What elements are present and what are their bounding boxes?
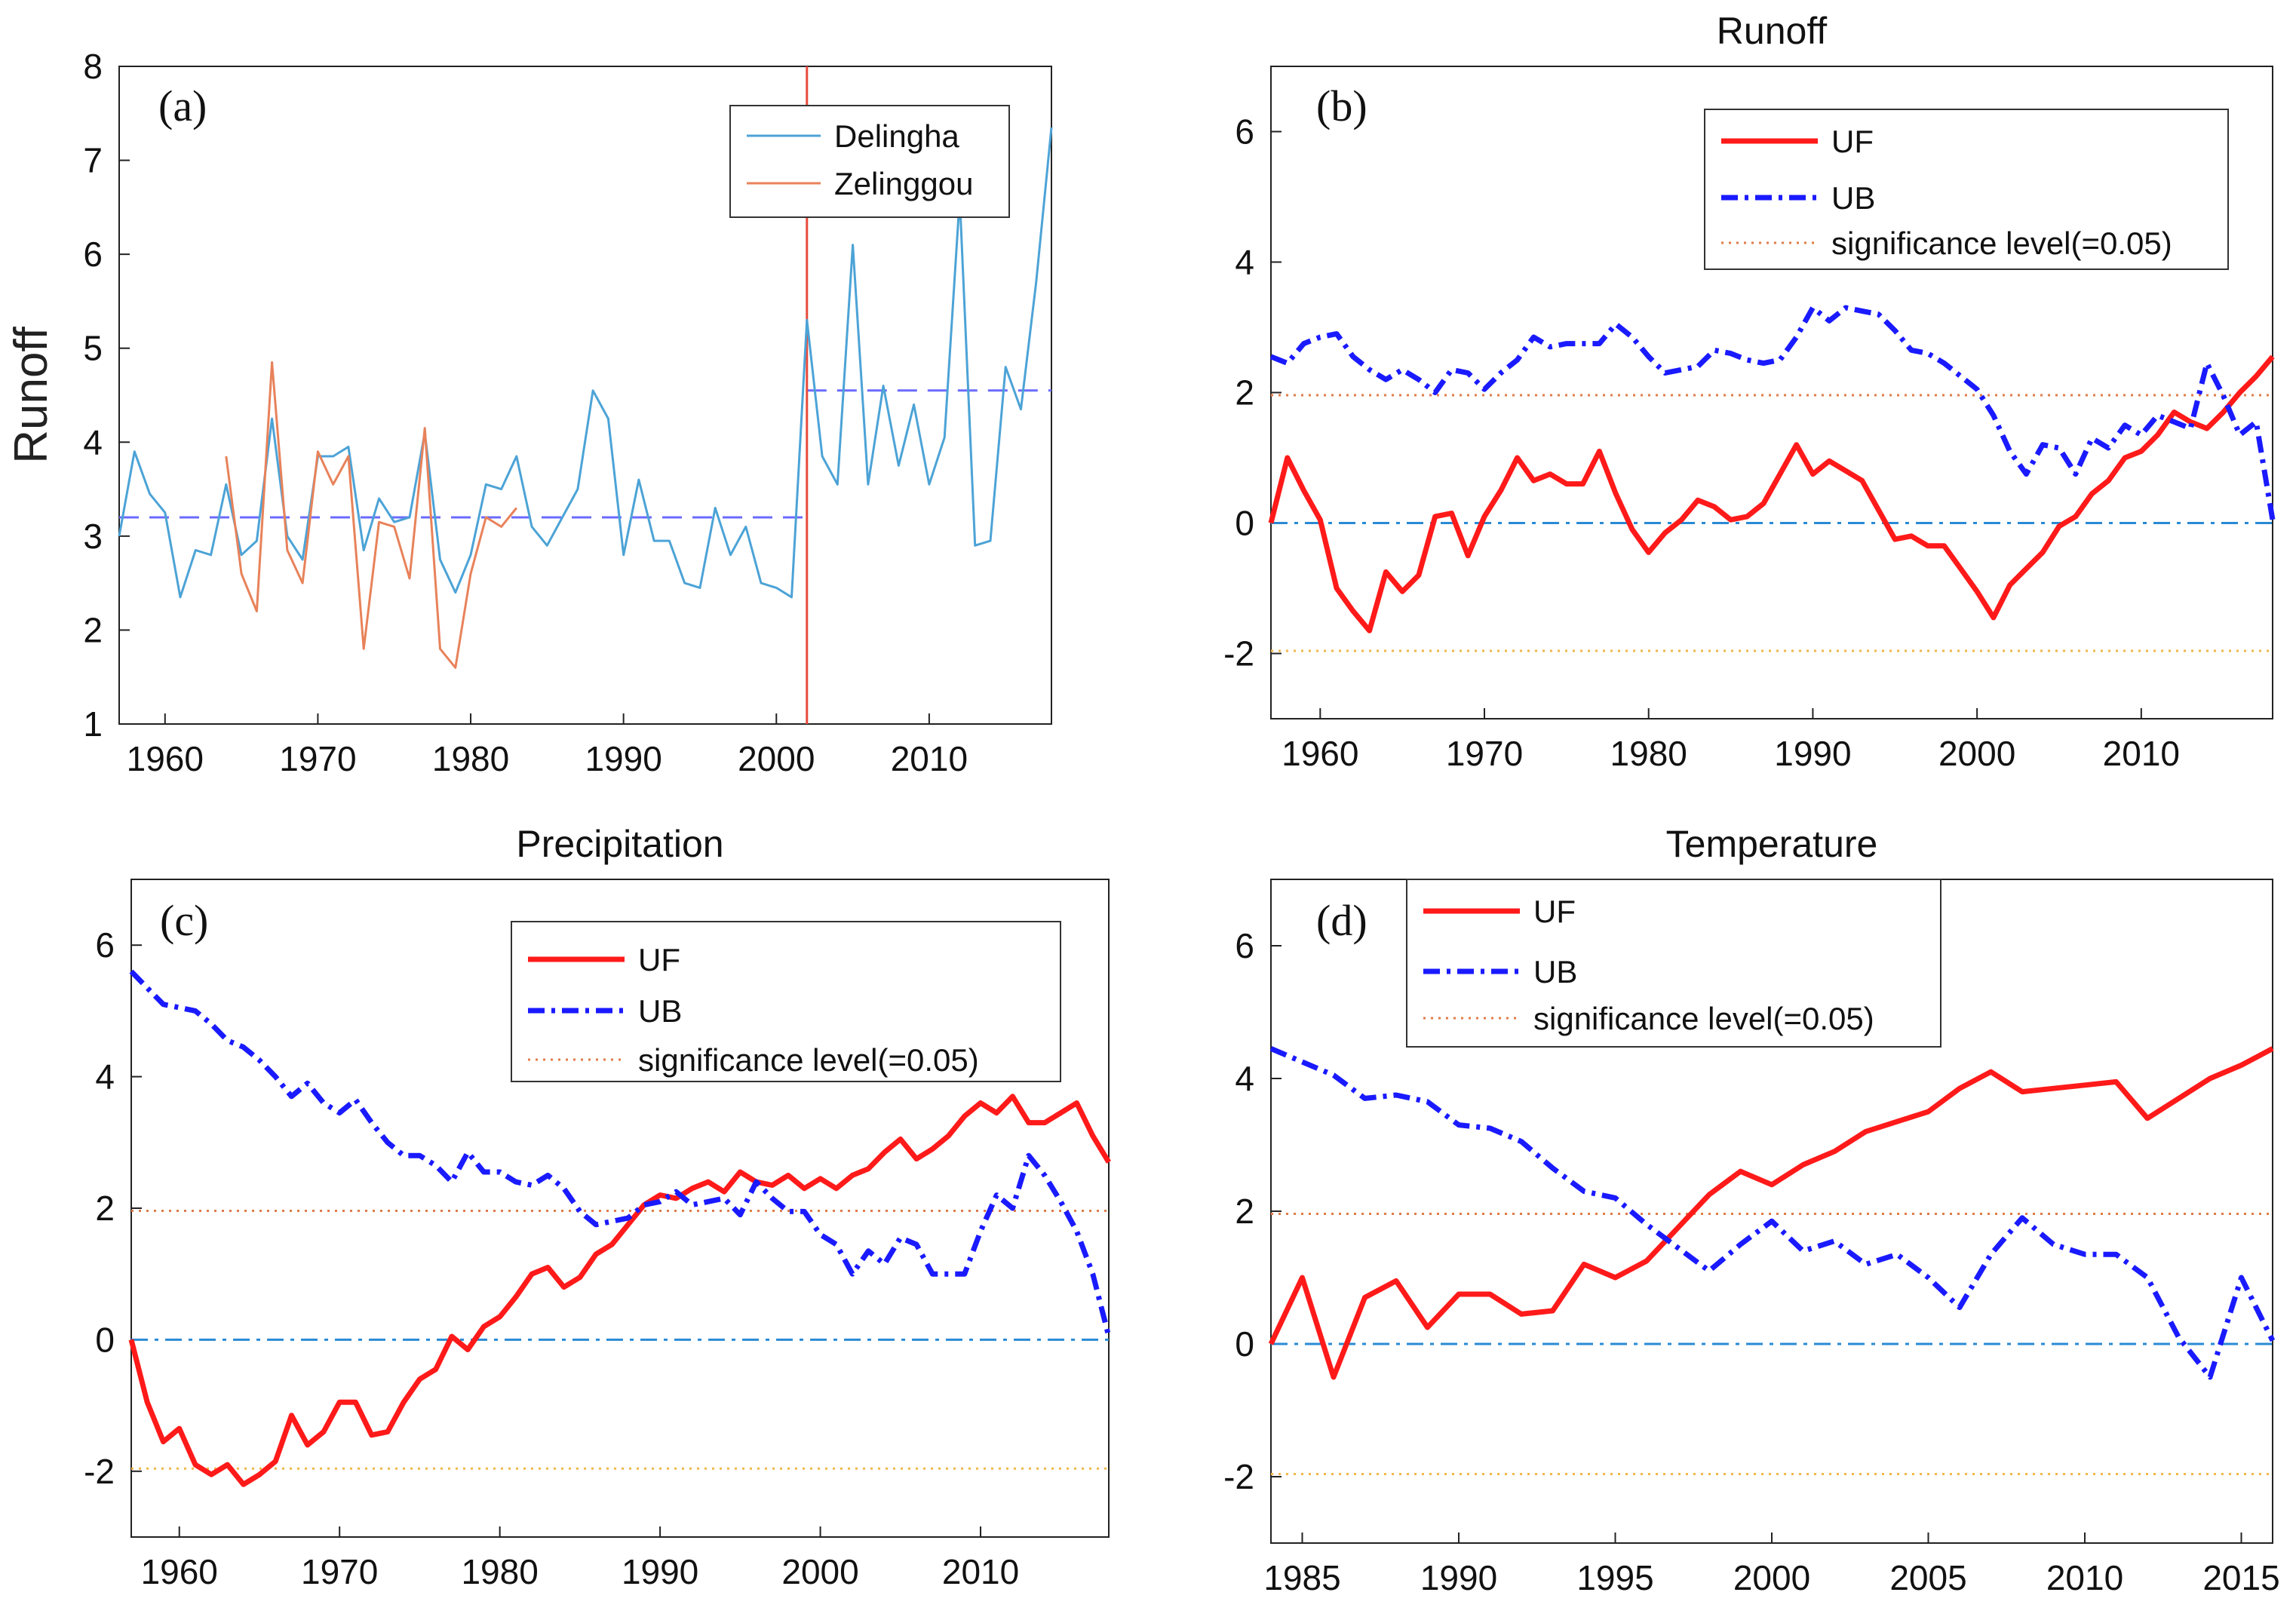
panel-letter: (a): [158, 81, 207, 130]
x-tick-label: 2010: [891, 739, 968, 778]
x-tick-label: 2015: [2202, 1558, 2279, 1597]
legend-label: UF: [1831, 124, 1874, 159]
x-tick-label: 2010: [942, 1552, 1019, 1591]
y-tick-label: 6: [95, 925, 115, 965]
series-line-zelinggou: [225, 360, 517, 669]
series-line-ub: [1269, 305, 2276, 520]
x-tick-label: 1980: [461, 1552, 538, 1591]
y-tick-label: -2: [1223, 634, 1254, 673]
x-tick-label: 2000: [781, 1552, 858, 1591]
x-tick-label: 2000: [1938, 734, 2015, 773]
y-tick-label: 6: [1235, 112, 1254, 152]
y-tick-label: 2: [95, 1189, 115, 1228]
legend-label: UF: [1533, 894, 1576, 929]
series-line-delingha: [118, 127, 1053, 599]
y-tick-label: 0: [95, 1320, 115, 1359]
panel-letter: (c): [160, 896, 208, 945]
x-tick-label: 1960: [141, 1552, 218, 1591]
y-tick-label: 6: [1235, 926, 1254, 965]
y-tick-label: 6: [83, 235, 103, 274]
chart-panel-2: 1960 1970 1980 1990 2000 2010 -2 0 2 4 6 Runoff (b) U…: [1223, 10, 2276, 773]
x-tick-label: 2010: [2046, 1558, 2123, 1597]
x-tick-label: 1990: [585, 739, 661, 778]
chart-title: Precipitation: [516, 823, 723, 865]
legend-box: [1406, 879, 1941, 1048]
legend-label: UB: [1831, 180, 1875, 216]
x-tick-label: 1970: [279, 739, 356, 778]
chart-panel-4: 1985 1990 1995 2000 2005 2010 2015 -2 0 2 4 6 Temper…: [1223, 823, 2280, 1597]
legend-label: significance level(=0.05): [638, 1042, 979, 1078]
y-tick-label: 2: [1235, 1192, 1254, 1231]
x-tick-label: 1995: [1576, 1558, 1653, 1597]
chart-panel-1: 1960 1970 1980 1990 2000 2010 1 2 3 4 5 6 7 8 Runoff (a…: [5, 47, 1053, 778]
y-tick-label: 0: [1235, 504, 1254, 543]
legend-box: [729, 105, 1010, 218]
legend-box: [1704, 109, 2229, 270]
legend-label: Zelinggou: [834, 166, 973, 201]
legend-label: UB: [1533, 954, 1577, 989]
chart-title: Temperature: [1666, 823, 1878, 865]
x-tick-label: 2010: [2103, 734, 2180, 773]
series-line-uf: [128, 1094, 1111, 1487]
x-tick-label: 1990: [1774, 734, 1851, 773]
series-line-uf: [1268, 354, 2275, 634]
y-tick-label: 4: [1235, 1059, 1254, 1098]
y-tick-label: 4: [1235, 243, 1254, 282]
y-axis-label: Runoff: [5, 326, 57, 463]
y-tick-label: 0: [1235, 1324, 1254, 1364]
x-tick-label: 1980: [1610, 734, 1687, 773]
legend-label: significance level(=0.05): [1533, 1001, 1874, 1036]
y-tick-label: 2: [1235, 373, 1254, 413]
x-tick-label: 2000: [738, 739, 815, 778]
x-tick-label: 1990: [622, 1552, 698, 1591]
y-tick-label: 2: [83, 610, 103, 649]
x-tick-label: 1985: [1263, 1558, 1340, 1597]
x-tick-label: 1990: [1420, 1558, 1497, 1597]
legend-label: significance level(=0.05): [1831, 226, 2172, 261]
x-tick-label: 2005: [1889, 1558, 1966, 1597]
chart-title: Runoff: [1717, 10, 1828, 52]
series-line-ub: [129, 969, 1112, 1337]
chart-panel-3: 1960 1970 1980 1990 2000 2010 -2 0 2 4 6 Precipitat…: [84, 823, 1112, 1591]
legend: UF UB significance level(=0.05): [1406, 879, 1941, 1048]
y-tick-label: 5: [83, 329, 103, 368]
legend: UF UB significance level(=0.05): [511, 921, 1061, 1082]
x-tick-label: 2000: [1733, 1558, 1810, 1597]
x-tick-label: 1970: [1446, 734, 1523, 773]
y-tick-label: 4: [95, 1057, 115, 1097]
y-tick-label: -2: [84, 1452, 115, 1491]
legend-label: UF: [638, 942, 680, 977]
y-tick-label: 4: [83, 422, 103, 462]
x-tick-label: 1970: [301, 1552, 378, 1591]
legend-box: [511, 921, 1061, 1082]
legend: UF UB significance level(=0.05): [1704, 109, 2229, 270]
legend-label: Delingha: [834, 118, 959, 154]
panel-letter: (b): [1316, 81, 1367, 130]
y-tick-label: 7: [83, 141, 103, 180]
y-tick-label: 1: [83, 704, 103, 744]
legend-label: UB: [638, 993, 682, 1029]
y-tick-label: 8: [83, 47, 103, 86]
panel-letter: (d): [1316, 896, 1367, 945]
legend: Delingha Zelinggou: [729, 105, 1010, 218]
y-tick-label: 3: [83, 517, 103, 556]
x-tick-label: 1960: [127, 739, 204, 778]
y-tick-label: -2: [1223, 1457, 1254, 1496]
x-tick-label: 1960: [1282, 734, 1358, 773]
x-tick-label: 1980: [432, 739, 509, 778]
